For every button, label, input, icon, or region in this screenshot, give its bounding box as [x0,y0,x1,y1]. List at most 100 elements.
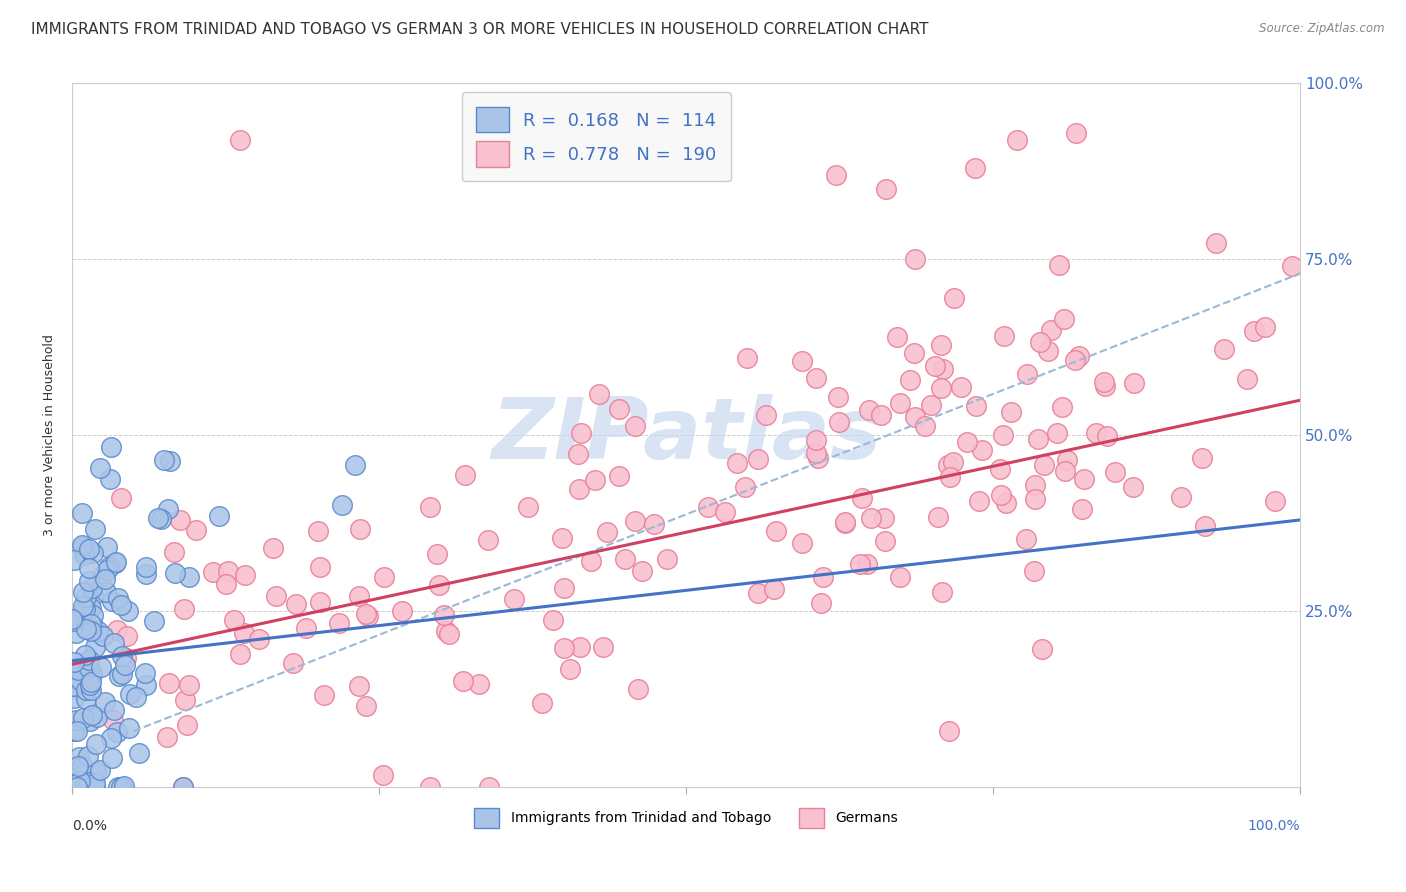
Point [434,624,457,638]
Point [94,585,117,599]
Point [1122,480,1144,494]
Point [229,133,252,147]
Point [159,454,181,468]
Point [873,510,896,524]
Point [870,409,893,423]
Point [1085,425,1108,440]
Point [111,780,134,795]
Point [233,567,256,582]
Point [217,564,239,578]
Point [66,759,89,773]
Point [643,517,665,532]
Point [134,665,156,680]
Text: Source: ZipAtlas.com: Source: ZipAtlas.com [1260,22,1385,36]
Point [765,524,787,538]
Point [77,775,100,789]
Point [80,601,103,615]
Point [208,508,231,523]
Point [110,780,132,795]
Point [763,582,786,597]
Point [735,351,758,365]
Point [1094,379,1116,393]
Point [80,667,103,681]
Point [63,612,86,626]
Point [163,545,186,559]
Point [418,500,440,515]
Point [849,557,872,571]
Point [541,613,564,627]
Point [309,560,332,574]
Point [904,409,927,424]
Point [174,692,197,706]
Point [828,416,851,430]
Point [1243,324,1265,338]
Point [117,604,139,618]
Point [747,585,769,599]
Point [107,591,129,606]
Point [266,590,288,604]
Point [80,616,103,631]
Point [75,590,97,604]
Point [169,513,191,527]
Point [1281,259,1303,273]
Point [1170,490,1192,504]
Point [592,640,614,655]
Point [1191,450,1213,465]
Point [727,456,749,470]
Point [347,589,370,603]
Point [135,678,157,692]
Point [70,506,93,520]
Point [357,609,380,624]
Point [125,690,148,704]
Point [77,560,100,574]
Point [553,641,575,656]
Point [1047,258,1070,272]
Point [73,548,96,562]
Point [80,707,103,722]
Point [437,627,460,641]
Point [97,559,120,574]
Point [433,608,456,623]
Point [283,656,305,670]
Point [1005,133,1028,147]
Point [100,731,122,745]
Point [1015,532,1038,546]
Point [1056,453,1078,467]
Point [103,636,125,650]
Point [467,677,489,691]
Point [82,546,104,560]
Point [63,655,86,669]
Point [107,780,129,795]
Point [972,443,994,458]
Point [94,695,117,709]
Point [179,570,201,584]
Text: 0.0%: 0.0% [72,819,107,833]
Point [72,711,94,725]
Point [876,182,898,196]
Point [83,522,105,536]
Point [80,624,103,638]
Point [153,453,176,467]
Point [1069,349,1091,363]
Point [924,359,946,374]
Point [84,737,107,751]
Point [63,691,86,706]
Point [215,577,238,591]
Point [76,662,98,676]
Point [810,596,832,610]
Point [478,780,501,795]
Point [83,775,105,789]
Y-axis label: 3 or more Vehicles in Household: 3 or more Vehicles in Household [44,334,56,536]
Point [813,569,835,583]
Point [967,494,990,508]
Point [914,418,936,433]
Point [72,599,94,613]
Point [176,718,198,732]
Point [567,447,589,461]
Point [904,252,927,266]
Point [107,669,129,683]
Point [80,581,103,595]
Point [991,428,1014,442]
Point [307,524,329,538]
Point [115,629,138,643]
